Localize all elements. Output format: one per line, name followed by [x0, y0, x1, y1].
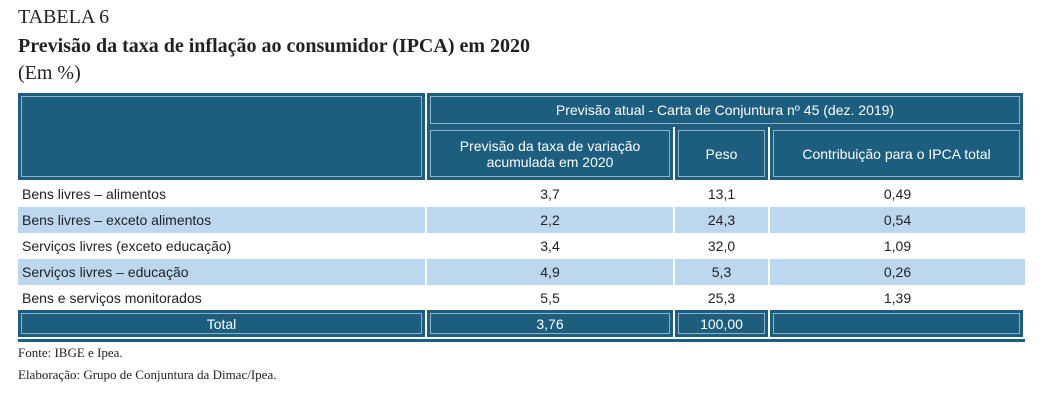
cell-value: 0,54 — [770, 207, 1025, 233]
total-value: 100,00 — [675, 310, 770, 337]
row-label: Serviços livres – educação — [18, 259, 427, 285]
cell-value: 24,3 — [675, 207, 770, 233]
header-blank — [18, 93, 427, 180]
row-label: Bens e serviços monitorados — [18, 285, 427, 311]
cell-value: 5,3 — [675, 259, 770, 285]
cell-value: 13,1 — [675, 181, 770, 207]
row-label: Bens livres – alimentos — [18, 181, 427, 207]
cell-value: 4,9 — [427, 259, 675, 285]
cell-value: 5,5 — [427, 285, 675, 311]
row-label: Bens livres – exceto alimentos — [18, 207, 427, 233]
cell-value: 2,2 — [427, 207, 675, 233]
cell-value: 1,39 — [883, 290, 912, 306]
cell-value: 25,3 — [675, 285, 770, 311]
bottom-rule — [18, 339, 1025, 342]
column-header: Contribuição para o IPCA total — [770, 127, 1025, 180]
cell-value: 0,26 — [770, 259, 1025, 285]
row-label: Serviços livres (exceto educação) — [18, 233, 427, 259]
table-label: TABELA 6 — [18, 6, 110, 28]
cell-value: 32,0 — [675, 233, 770, 259]
group-header: Previsão atual - Carta de Conjuntura nº … — [427, 93, 1025, 127]
column-header: Peso — [675, 127, 770, 180]
cell-value: 3,7 — [427, 181, 675, 207]
cell-value: 3,4 — [427, 233, 675, 259]
total-value — [770, 310, 1025, 337]
source-note: Fonte: IBGE e Ipea. — [18, 345, 123, 360]
cell-value: 0,49 — [883, 186, 912, 202]
column-header: Previsão da taxa de variação acumulada e… — [427, 127, 675, 180]
elaboration-note: Elaboração: Grupo de Conjuntura da Dimac… — [18, 367, 277, 382]
table-title: Previsão da taxa de inflação ao consumid… — [18, 35, 531, 57]
total-value: 3,76 — [427, 310, 675, 337]
table-subtitle: (Em %) — [18, 62, 81, 84]
cell-value: 1,09 — [883, 238, 912, 254]
total-label: Total — [18, 310, 427, 337]
